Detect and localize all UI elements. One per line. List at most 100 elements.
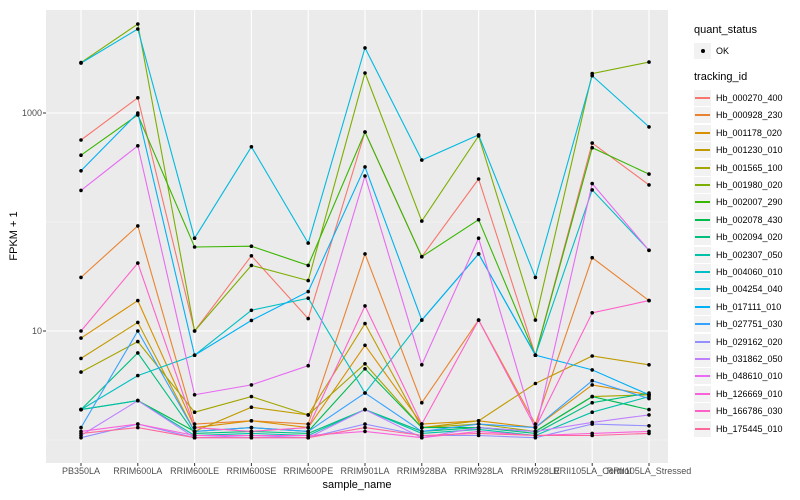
series-line-icon [695, 375, 710, 378]
data-point [363, 174, 367, 178]
x-tick-label: PB350LA [61, 466, 101, 476]
legend-entry-ok: OK [694, 42, 800, 59]
series-line-icon [695, 288, 710, 291]
series-line-icon [695, 166, 710, 169]
series-color-key [694, 159, 711, 176]
data-point [136, 27, 140, 31]
data-point [647, 431, 651, 436]
data-point [192, 425, 197, 430]
series-color-key [694, 333, 711, 350]
legend-entry-Hb_175445_010: Hb_175445_010 [694, 420, 800, 437]
data-point [533, 381, 538, 386]
series-line-icon [695, 97, 710, 100]
data-point [192, 353, 197, 358]
x-tick-label: RRIM600PE [283, 466, 334, 476]
data-point [590, 188, 594, 192]
legend-quant-status-title: quant_status [694, 24, 757, 36]
data-point [533, 425, 538, 430]
data-point [249, 394, 254, 399]
legend-entry-Hb_166786_030: Hb_166786_030 [694, 402, 800, 420]
data-point [363, 46, 367, 50]
legend-entry-label: Hb_166786_030 [716, 406, 783, 417]
point-icon [700, 48, 705, 53]
data-point [420, 422, 424, 426]
data-point [136, 329, 140, 333]
data-point [249, 318, 254, 323]
series-line-icon [695, 201, 710, 204]
y-axis-title: FPKM + 1 [8, 211, 20, 261]
data-point [590, 255, 594, 260]
data-point [476, 318, 481, 322]
series-line-icon [695, 357, 710, 360]
data-point [136, 111, 140, 115]
legend-entry-label: Hb_000928_230 [716, 110, 783, 121]
data-point [306, 363, 311, 368]
legend-entry-label: Hb_001565_100 [716, 162, 783, 173]
data-point [136, 398, 140, 403]
data-point [136, 425, 140, 430]
legend-tracking-id-title: tracking_id [694, 71, 748, 84]
data-point [249, 429, 254, 434]
data-point [306, 241, 311, 245]
series-color-key [694, 246, 711, 263]
legend-entry-Hb_004254_040: Hb_004254_040 [694, 281, 800, 298]
series-color-key [694, 420, 711, 437]
data-point [647, 424, 651, 428]
data-point [136, 261, 140, 265]
legend-entry-label: Hb_001178_020 [716, 127, 782, 138]
legend-entry-Hb_001980_020: Hb_001980_020 [694, 176, 800, 194]
legend-entry-label: Hb_048610_010 [716, 371, 783, 382]
data-point [79, 431, 83, 436]
legend-entry-Hb_001565_100: Hb_001565_100 [694, 159, 800, 176]
legend-entry-Hb_017111_010: Hb_017111_010 [694, 298, 800, 315]
x-tick-label: RRIM600LA [113, 466, 163, 476]
data-point [420, 318, 424, 322]
legend-entry-Hb_029162_020: Hb_029162_020 [694, 333, 800, 350]
data-point [420, 158, 424, 162]
data-point [79, 356, 83, 361]
series-color-key [694, 385, 711, 402]
legend-entry-label: OK [716, 45, 730, 56]
legend-entry-label: Hb_004060_010 [716, 266, 783, 277]
series-color-key [694, 107, 711, 124]
series-line-icon [695, 410, 710, 413]
data-point [476, 177, 481, 181]
data-point [590, 141, 594, 145]
data-point [192, 329, 197, 333]
data-point [647, 248, 651, 253]
data-point [420, 429, 424, 434]
series-line-icon [695, 131, 710, 134]
legend-entry-label: Hb_004254_040 [716, 284, 783, 295]
data-point [590, 368, 594, 372]
data-point [590, 378, 594, 383]
series-line-icon [695, 218, 710, 221]
legend-entry-Hb_002007_290: Hb_002007_290 [694, 194, 800, 211]
data-point [363, 391, 367, 395]
legend-entry-Hb_001178_020: Hb_001178_020 [694, 124, 800, 141]
data-point [306, 422, 311, 426]
data-point [647, 396, 651, 401]
data-point [79, 370, 83, 374]
data-point [476, 419, 481, 423]
x-tick-label: RRIM600LE [170, 466, 220, 476]
data-point [590, 311, 594, 315]
legend-entry-label: Hb_000270_400 [716, 93, 783, 104]
series-line-icon [695, 270, 710, 273]
data-point [79, 138, 83, 142]
legend-entry-label: Hb_002307_050 [716, 249, 783, 260]
series-color-key [694, 403, 711, 420]
legend-entry-label: Hb_027751_030 [716, 319, 783, 330]
data-point [420, 363, 424, 367]
data-point [136, 351, 140, 355]
legend-entry-label: Hb_126669_010 [716, 388, 783, 399]
series-color-key [694, 350, 711, 367]
data-point [647, 125, 651, 129]
data-point [306, 316, 311, 321]
data-point [476, 133, 481, 137]
series-line-icon [695, 253, 710, 256]
data-point [590, 394, 594, 399]
data-point [647, 183, 651, 187]
data-point [249, 254, 254, 258]
data-point [533, 353, 538, 358]
